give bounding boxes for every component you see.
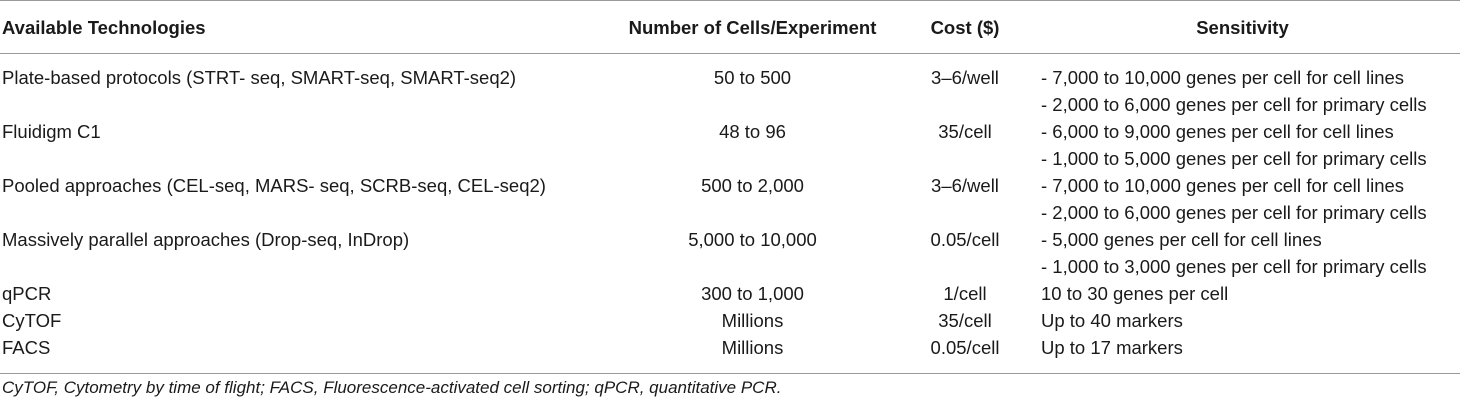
table-footnote: CyTOF, Cytometry by time of flight; FACS… xyxy=(2,378,782,397)
sensitivity-line: 10 to 30 genes per cell xyxy=(1041,283,1229,304)
cell-sensitivity: - 6,000 to 9,000 genes per cell for cell… xyxy=(1025,118,1460,172)
cell-cells-per-experiment: Millions xyxy=(600,334,905,374)
cell-sensitivity: - 7,000 to 10,000 genes per cell for cel… xyxy=(1025,172,1460,226)
header-cost: Cost ($) xyxy=(905,0,1025,54)
table-row: CyTOF Millions 35/cell Up to 40 markers xyxy=(0,307,1460,334)
cell-sensitivity: - 5,000 genes per cell for cell lines - 1… xyxy=(1025,226,1460,280)
cell-sensitivity: 10 to 30 genes per cell xyxy=(1025,280,1460,307)
table-header: Available Technologies Number of Cells/E… xyxy=(0,0,1460,54)
cell-cost: 3–6/well xyxy=(931,67,999,88)
cell-technology: Plate-based protocols (STRT- seq, SMART-… xyxy=(2,67,517,88)
sensitivity-line: - 2,000 to 6,000 genes per cell for prim… xyxy=(1041,202,1427,223)
table-row: FACS Millions 0.05/cell Up to 17 markers xyxy=(0,334,1460,374)
cell-cost: 0.05/cell xyxy=(930,229,1000,250)
sensitivity-line: - 7,000 to 10,000 genes per cell for cel… xyxy=(1041,175,1405,196)
cell-cells-per-experiment: 5,000 to 10,000 xyxy=(688,229,817,250)
cell-cells-per-experiment: 300 to 1,000 xyxy=(701,283,804,304)
sensitivity-line: - 5,000 genes per cell for cell lines xyxy=(1041,229,1322,250)
table-row: Plate-based protocols (STRT- seq, SMART-… xyxy=(0,54,1460,119)
sensitivity-line: - 1,000 to 5,000 genes per cell for prim… xyxy=(1041,148,1427,169)
sensitivity-line: - 1,000 to 3,000 genes per cell for prim… xyxy=(1041,256,1427,277)
header-cells: Number of Cells/Experiment xyxy=(600,0,905,54)
sensitivity-line: - 7,000 to 10,000 genes per cell for cel… xyxy=(1041,67,1405,88)
cell-technology: Pooled approaches (CEL-seq, MARS- seq, S… xyxy=(2,175,546,196)
cell-sensitivity: - 7,000 to 10,000 genes per cell for cel… xyxy=(1025,54,1460,119)
sensitivity-line: Up to 40 markers xyxy=(1041,310,1183,331)
cell-cells-per-experiment: 50 to 500 xyxy=(713,67,792,88)
cell-cost: 1/cell xyxy=(943,283,987,304)
header-row: Available Technologies Number of Cells/E… xyxy=(0,0,1460,54)
cell-technology: FACS xyxy=(0,334,600,374)
technologies-table: Available Technologies Number of Cells/E… xyxy=(0,0,1460,374)
cell-sensitivity: Up to 40 markers xyxy=(1025,307,1460,334)
cell-cells-per-experiment: 48 to 96 xyxy=(719,121,786,142)
table-row: Fluidigm C1 48 to 96 35/cell - 6,000 to 9,0… xyxy=(0,118,1460,172)
cell-technology: Fluidigm C1 xyxy=(2,121,101,142)
cell-technology: qPCR xyxy=(2,283,52,304)
cell-technology: CyTOF xyxy=(2,310,62,331)
cell-cost: 35/cell xyxy=(938,310,992,331)
cell-sensitivity: Up to 17 markers xyxy=(1025,334,1460,374)
cell-cells-per-experiment: Millions xyxy=(721,310,784,331)
header-sensitivity: Sensitivity xyxy=(1025,0,1460,54)
sensitivity-line: Up to 17 markers xyxy=(1041,337,1183,358)
table-row: Massively parallel approaches (Drop-seq,… xyxy=(0,226,1460,280)
header-technologies: Available Technologies xyxy=(0,0,600,54)
cell-technology: Massively parallel approaches (Drop-seq,… xyxy=(2,229,410,250)
cell-cost: 3–6/well xyxy=(931,175,999,196)
cell-cost: 0.05/cell xyxy=(905,334,1025,374)
sensitivity-line: - 2,000 to 6,000 genes per cell for prim… xyxy=(1041,94,1427,115)
table-row: qPCR 300 to 1,000 1/cell 10 to 30 genes per… xyxy=(0,280,1460,307)
cell-cost: 35/cell xyxy=(938,121,992,142)
table-row: Pooled approaches (CEL-seq, MARS- seq, S… xyxy=(0,172,1460,226)
table-body: Plate-based protocols (STRT- seq, SMART-… xyxy=(0,54,1460,374)
cell-cells-per-experiment: 500 to 2,000 xyxy=(701,175,804,196)
sensitivity-line: - 6,000 to 9,000 genes per cell for cell… xyxy=(1041,121,1394,142)
